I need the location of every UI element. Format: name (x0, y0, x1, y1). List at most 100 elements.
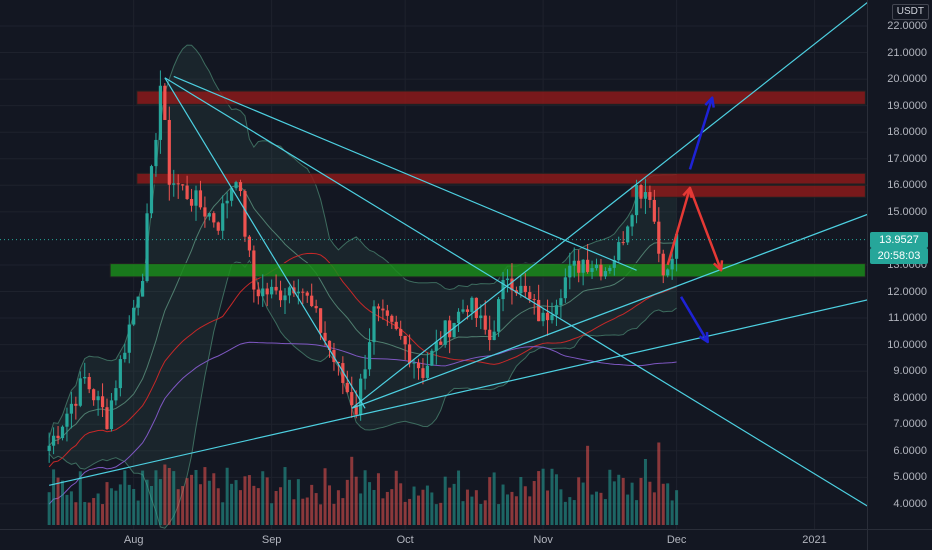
volume-bar (74, 502, 78, 525)
candle-body (92, 389, 96, 401)
volume-bar (114, 490, 118, 525)
candle-body (105, 407, 109, 430)
candle-body (274, 286, 278, 291)
bollinger-upper (48, 44, 677, 438)
candle-body (154, 139, 158, 167)
candle-body (221, 203, 225, 231)
price-tick-label: 10.0000 (887, 338, 927, 351)
volume-bar (252, 485, 256, 525)
volume-bar (212, 473, 216, 525)
price-tick-label: 22.0000 (887, 20, 927, 32)
candle-body (519, 285, 523, 294)
volume-bar (376, 473, 380, 525)
volume-bar (532, 481, 536, 525)
volume-bar (492, 472, 496, 525)
volume-bar (465, 489, 469, 525)
candle-body (448, 320, 452, 338)
volume-bar (47, 492, 51, 525)
time-axis[interactable]: Aug Sep Oct Nov Dec 2021 (0, 529, 867, 550)
volume-bar (350, 456, 354, 525)
trendline-ascending-steep (351, 1, 867, 409)
candle-body (181, 184, 185, 186)
candle-body (256, 289, 260, 297)
volume-bar (661, 483, 665, 525)
volume-bar (483, 500, 487, 525)
candle-body (136, 296, 140, 308)
currency-badge[interactable]: USDT (891, 4, 929, 20)
trendline-descending-diagonal (164, 77, 867, 507)
price-chart[interactable] (0, 0, 867, 529)
candle-body (590, 268, 594, 272)
volume-bar (132, 488, 136, 525)
candle-body (149, 166, 154, 214)
axis-corner (867, 529, 932, 550)
price-tick-label: 12.0000 (887, 285, 927, 298)
volume-bar (572, 500, 576, 525)
candle-body (626, 226, 630, 243)
volume-bar (461, 501, 465, 525)
candle-body (52, 435, 56, 446)
volume-bar (363, 470, 367, 525)
candle-body (550, 314, 554, 321)
candle-body (189, 198, 194, 206)
candle-body (60, 426, 65, 439)
candle-body (545, 312, 550, 321)
volume-bar (470, 496, 474, 525)
volume-bar (176, 489, 180, 525)
candle-body (283, 295, 287, 301)
time-tick-label: Dec (666, 534, 687, 546)
volume-bar (657, 442, 661, 525)
volume-bar (247, 475, 251, 525)
price-tick-label: 9.0000 (893, 365, 927, 378)
candle-body (127, 324, 131, 353)
candle-body (278, 290, 283, 301)
candle-body (47, 445, 51, 452)
candle-body (541, 312, 545, 322)
candle-body (247, 236, 251, 251)
candle-body (563, 277, 567, 299)
candle-body (532, 298, 536, 300)
candle-body (643, 192, 648, 199)
volume-bar (586, 445, 590, 525)
volume-bar (488, 477, 492, 525)
moving-average-purple (48, 341, 677, 505)
trendline-fan-upper (173, 75, 637, 271)
candle-body (323, 332, 327, 341)
candle-body (310, 295, 314, 307)
candle-body (675, 234, 679, 259)
volume-bar (390, 489, 394, 525)
candle-body (612, 260, 616, 268)
candle-body (554, 305, 559, 315)
volume-bar (141, 470, 145, 525)
volume-bar (154, 470, 158, 525)
candle-body (670, 258, 674, 270)
chart-plot-area[interactable] (0, 0, 867, 529)
candle-body (474, 297, 478, 319)
candle-body (96, 396, 100, 401)
candle-body (114, 388, 118, 401)
candle-body (634, 184, 639, 216)
volume-bar (274, 490, 278, 525)
price-axis[interactable]: USDT 22.0000 21.0000 20.0000 19.0000 18.0000… (867, 0, 932, 529)
volume-bar (666, 483, 670, 525)
volume-bar (563, 501, 567, 525)
candle-body (118, 359, 122, 389)
volume-bar (394, 470, 398, 525)
candle-body (408, 344, 412, 364)
volume-bar (626, 494, 630, 525)
candle-body (505, 278, 510, 281)
volume-bar (381, 498, 385, 525)
volume-bar (92, 498, 96, 525)
candle-body (430, 350, 434, 366)
price-tick-label: 8.0000 (893, 391, 927, 404)
price-tick-label: 6.0000 (893, 444, 927, 457)
candle-body (528, 292, 532, 299)
candle-body (630, 215, 634, 227)
candle-body (345, 382, 349, 393)
candle-body (523, 285, 527, 293)
volume-bar (590, 494, 594, 525)
candle-body (488, 329, 492, 341)
volume-bar (537, 471, 541, 525)
candle-body (350, 392, 354, 406)
candle-body (296, 291, 300, 294)
